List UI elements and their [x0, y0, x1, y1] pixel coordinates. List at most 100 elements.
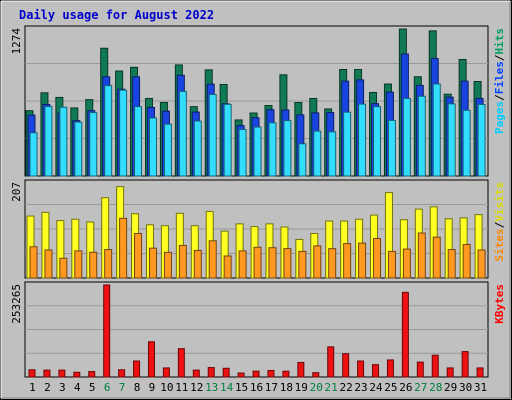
bar-kbytes-day-22 — [342, 353, 350, 378]
bar-kbytes-day-12 — [192, 369, 200, 378]
x-tick-day-10: 10 — [160, 381, 173, 394]
x-tick-day-14: 14 — [220, 381, 234, 394]
bar-sites-day-19 — [298, 250, 307, 279]
legend-item-4: Hits — [493, 28, 506, 55]
x-tick-day-7: 7 — [119, 381, 126, 394]
bar-pages-day-20 — [313, 130, 322, 177]
bar-sites-day-28 — [432, 236, 441, 279]
bar-kbytes-day-1 — [28, 369, 36, 378]
x-tick-day-22: 22 — [339, 381, 352, 394]
bar-sites-day-11 — [178, 244, 187, 279]
bar-kbytes-day-16 — [252, 370, 260, 378]
bar-kbytes-day-19 — [297, 361, 305, 378]
bar-kbytes-day-28 — [431, 354, 439, 378]
x-tick-day-23: 23 — [354, 381, 367, 394]
bar-sites-day-25 — [387, 250, 396, 279]
bar-kbytes-day-27 — [416, 361, 424, 378]
bar-kbytes-day-11 — [177, 348, 185, 378]
panel-kbytes: 253265 KBytes — [10, 281, 506, 378]
x-tick-day-25: 25 — [384, 381, 397, 394]
panel-visits-sites: 207 Sites/Visits — [10, 179, 506, 279]
bar-kbytes-day-18 — [282, 370, 290, 378]
bar-pages-day-10 — [163, 123, 172, 177]
legend-hits-files-pages: Pages/Files/Hits — [493, 28, 506, 134]
bar-sites-day-20 — [313, 245, 322, 279]
x-tick-day-24: 24 — [369, 381, 383, 394]
bar-kbytes-day-23 — [357, 360, 365, 378]
bar-kbytes-day-31 — [476, 367, 484, 378]
x-tick-day-30: 30 — [459, 381, 472, 394]
bar-kbytes-day-9 — [147, 341, 155, 378]
bar-sites-day-14 — [223, 255, 232, 279]
x-tick-day-6: 6 — [104, 381, 111, 394]
bar-kbytes-day-21 — [327, 346, 335, 378]
bar-pages-day-12 — [193, 120, 202, 177]
x-tick-day-4: 4 — [74, 381, 81, 394]
bar-sites-day-18 — [283, 248, 292, 279]
x-axis-day-labels: 1 2 3 4 5 6 7 8 9 10 11 12 13 14 15 16 17 18 19 20 21 22 23 24 2… — [29, 381, 487, 394]
bar-kbytes-day-26 — [401, 291, 409, 378]
bar-pages-day-16 — [253, 126, 262, 177]
bar-kbytes-day-5 — [88, 371, 96, 378]
legend-item-0: Sites — [493, 228, 506, 261]
x-tick-day-1: 1 — [29, 381, 36, 394]
bar-pages-day-11 — [178, 90, 187, 177]
bar-sites-day-16 — [253, 246, 262, 279]
bar-sites-day-17 — [268, 247, 277, 279]
bar-pages-day-15 — [238, 129, 247, 177]
x-tick-day-27: 27 — [414, 381, 427, 394]
bar-pages-day-25 — [387, 119, 396, 177]
legend-kbytes: KBytes — [493, 284, 506, 324]
legend-item-2: Visits — [493, 182, 506, 222]
y-max-label: 207 — [10, 182, 23, 202]
bar-pages-day-24 — [373, 106, 382, 177]
legend-item-0: KBytes — [493, 284, 506, 324]
bar-pages-day-7 — [119, 89, 128, 177]
bar-sites-day-22 — [343, 243, 352, 279]
legend-item-2: Files — [493, 61, 506, 94]
x-tick-day-31: 31 — [474, 381, 487, 394]
x-tick-day-11: 11 — [175, 381, 188, 394]
bar-kbytes-day-13 — [207, 367, 215, 378]
bar-sites-day-24 — [373, 238, 382, 279]
bar-sites-day-26 — [402, 248, 411, 279]
bar-pages-day-6 — [104, 85, 113, 177]
x-tick-day-3: 3 — [59, 381, 66, 394]
bar-pages-day-28 — [432, 83, 441, 177]
legend-item-1: / — [493, 94, 506, 101]
bar-sites-day-9 — [148, 247, 157, 279]
bar-kbytes-day-24 — [372, 364, 380, 378]
y-max-label: 253265 — [10, 284, 23, 324]
bar-sites-day-12 — [193, 249, 202, 279]
bar-kbytes-day-15 — [237, 372, 245, 378]
bar-pages-day-30 — [462, 109, 471, 177]
legend-item-0: Pages — [493, 101, 506, 134]
bar-pages-day-27 — [417, 95, 426, 177]
bar-pages-day-13 — [208, 94, 217, 177]
bar-sites-day-2 — [44, 249, 53, 279]
bar-kbytes-day-8 — [133, 360, 141, 378]
bar-kbytes-day-14 — [222, 367, 230, 378]
x-tick-day-2: 2 — [44, 381, 51, 394]
bar-kbytes-day-4 — [73, 371, 81, 378]
chart-panels: 1274 Pages/Files/Hits 207 Sites / Visits 25326… — [10, 25, 506, 378]
y-max-label: 1274 — [10, 28, 23, 55]
x-tick-day-17: 17 — [265, 381, 278, 394]
bar-kbytes-day-7 — [118, 369, 126, 378]
bar-sites-day-15 — [238, 250, 247, 279]
bar-kbytes-day-17 — [267, 369, 275, 378]
bar-pages-day-1 — [29, 132, 38, 177]
bar-pages-day-19 — [298, 143, 307, 177]
x-tick-day-5: 5 — [89, 381, 96, 394]
x-tick-day-20: 20 — [310, 381, 323, 394]
x-tick-day-19: 19 — [295, 381, 308, 394]
bar-pages-day-9 — [148, 117, 157, 177]
legend-item-3: / — [493, 54, 506, 61]
x-tick-day-16: 16 — [250, 381, 263, 394]
x-tick-day-26: 26 — [399, 381, 412, 394]
bar-pages-day-26 — [402, 97, 411, 177]
bar-sites-day-13 — [208, 240, 217, 279]
bar-kbytes-day-29 — [446, 367, 454, 378]
